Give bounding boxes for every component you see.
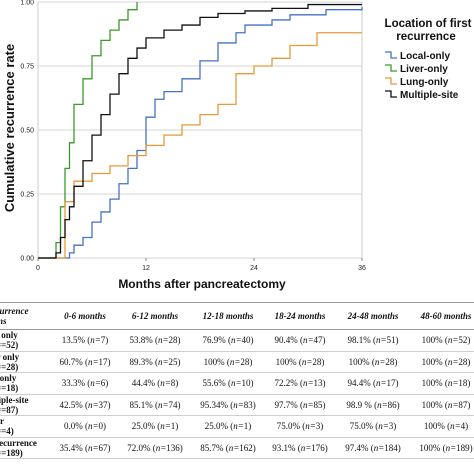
table-cell: 90.4% (n=47)	[264, 329, 336, 352]
y-axis-label: Cumulative recurrence rate	[2, 44, 17, 212]
y-tick-label: 1.00	[20, 0, 34, 7]
table-cell: 100% (n=28)	[410, 351, 474, 373]
table-row: ng only(n==18)33.3% (n=6)44.4% (n=8)55.6…	[0, 372, 474, 395]
table-cell: 85.1% (n=74)	[118, 394, 192, 416]
table-cell: 85.7% (n=162)	[192, 437, 264, 459]
legend-swatch	[385, 51, 397, 59]
table-cell: 55.6% (n=10)	[192, 372, 264, 395]
row-header: ther(n==4)	[0, 415, 52, 438]
legend-swatch	[385, 90, 397, 98]
legend-entry: Liver-only	[385, 64, 448, 75]
recurrence-table: recurrenceterns 0-6 months 6-12 months 1…	[0, 302, 474, 459]
table-cell: 97.7% (n=85)	[264, 394, 336, 416]
table-row: ver only(n==28)60.7% (n=17)89.3% (n=25)1…	[0, 351, 474, 373]
table-row: ultiple-site(n==87)42.5% (n=37)85.1% (n=…	[0, 394, 474, 416]
table-cell: 25.0% (n=1)	[118, 415, 192, 438]
table-cell: 100% (n=28)	[192, 351, 264, 373]
x-tick-label: 12	[142, 265, 150, 272]
table-cell: 33.3% (n=6)	[52, 372, 118, 395]
table-corner-header: recurrenceterns	[0, 302, 52, 330]
table-cell: 93.1% (n=176)	[264, 437, 336, 459]
table-cell: 76.9% (n=40)	[192, 329, 264, 352]
column-header: 24-48 months	[336, 302, 410, 330]
series-line-1	[38, 2, 138, 259]
table-cell: 100% (n=87)	[410, 394, 474, 416]
table-cell: 100% (n=52)	[410, 329, 474, 352]
table-cell: 100% (n=4)	[410, 415, 474, 438]
table-cell: 100% (n=28)	[264, 351, 336, 373]
x-axis-label: Months after pancreatectomy	[118, 277, 286, 291]
y-tick-label: 0.25	[20, 192, 34, 199]
y-tick-label: 0.00	[20, 256, 34, 263]
legend-entry: Multiple-site	[385, 90, 459, 101]
km-figure: Cumulative recurrence rate Months after …	[2, 0, 472, 291]
table-row: cal only(n==52)13.5% (n=7)53.8% (n=28)76…	[0, 329, 474, 352]
legend-label: Local-only	[400, 51, 450, 62]
legend-label: Lung-only	[400, 77, 449, 88]
legend-entry: Lung-only	[385, 77, 449, 88]
legend-label: Liver-only	[400, 64, 448, 75]
x-tick-label: 36	[358, 265, 366, 272]
legend-swatch	[385, 77, 397, 85]
x-tick-label: 24	[250, 265, 258, 272]
table-row: ll recurrence(n==189)35.4% (n=67)72.0% (…	[0, 437, 474, 459]
series-line-3	[38, 3, 362, 259]
recurrence-chart: Cumulative recurrence rate Months after …	[2, 0, 472, 291]
table-row: ther(n==4)0.0% (n=0)25.0% (n=1)25.0% (n=…	[0, 415, 474, 438]
series-line-0	[38, 7, 363, 259]
table-cell: 13.5% (n=7)	[52, 329, 118, 352]
row-header: ver only(n==28)	[0, 351, 52, 373]
recurrence-table-container: recurrenceterns 0-6 months 6-12 months 1…	[0, 302, 474, 474]
row-header: ng only(n==18)	[0, 372, 52, 395]
legend-title-line-1: Location of first	[385, 18, 472, 30]
table-cell: 100% (n=189)	[410, 437, 474, 459]
table-cell: 89.3% (n=25)	[118, 351, 192, 373]
table-cell: 75.0% (n=3)	[336, 415, 410, 438]
table-cell: 35.4% (n=67)	[52, 437, 118, 459]
table-header-row: recurrenceterns 0-6 months 6-12 months 1…	[0, 302, 474, 330]
series-line-2	[38, 32, 362, 259]
legend-label: Multiple-site	[400, 90, 459, 101]
table-cell: 97.4% (n=184)	[336, 437, 410, 459]
row-header: ultiple-site(n==87)	[0, 394, 52, 416]
column-header: 48-60 months	[410, 302, 474, 330]
table-cell: 95.34% (n=83)	[192, 394, 264, 416]
table-cell: 75.0% (n=3)	[264, 415, 336, 438]
table-cell: 60.7% (n=17)	[52, 351, 118, 373]
y-tick-label: 0.50	[20, 128, 34, 135]
table-cell: 53.8% (n=28)	[118, 329, 192, 352]
table-cell: 98.1% (n=51)	[336, 329, 410, 352]
table-cell: 25.0% (n=1)	[192, 415, 264, 438]
table-cell: 72.2% (n=13)	[264, 372, 336, 395]
column-header: 6-12 months	[118, 302, 192, 330]
column-header: 0-6 months	[52, 302, 118, 330]
row-header: cal only(n==52)	[0, 329, 52, 352]
table-cell: 98.9 % (n=86)	[336, 394, 410, 416]
table-cell: 100% (n=28)	[336, 351, 410, 373]
table-cell: 94.4% (n=17)	[336, 372, 410, 395]
table-cell: 100% (n=18)	[410, 372, 474, 395]
column-header: 18-24 months	[264, 302, 336, 330]
row-header: ll recurrence(n==189)	[0, 437, 52, 459]
table-cell: 72.0% (n=136)	[118, 437, 192, 459]
table-cell: 44.4% (n=8)	[118, 372, 192, 395]
legend-title-line-2: recurrence	[396, 31, 455, 43]
legend-swatch	[385, 64, 397, 72]
table-cell: 42.5% (n=37)	[52, 394, 118, 416]
x-tick-label: 0	[36, 265, 40, 272]
table-cell: 0.0% (n=0)	[52, 415, 118, 438]
column-header: 12-18 months	[192, 302, 264, 330]
y-tick-label: 0.75	[20, 64, 34, 71]
legend-entry: Local-only	[385, 51, 450, 62]
